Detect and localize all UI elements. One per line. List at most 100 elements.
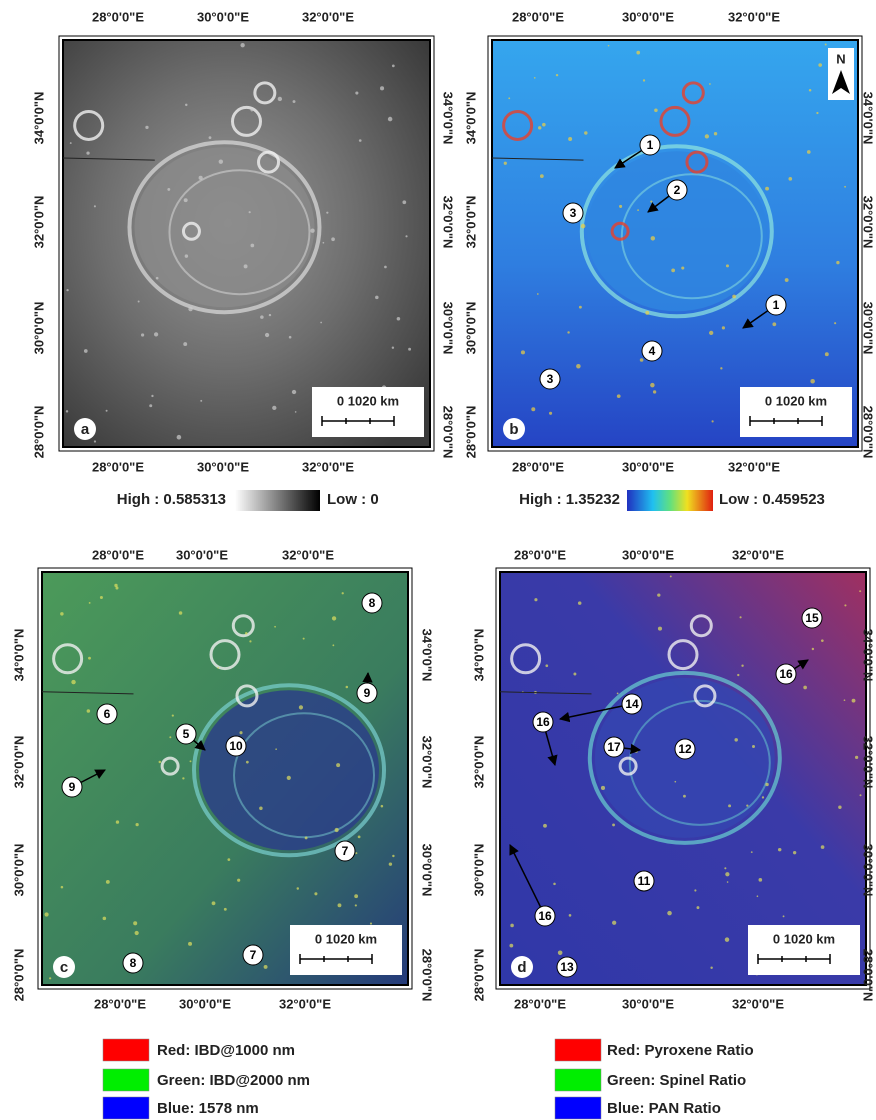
speck: [305, 836, 308, 839]
legend-label: Red: IBD@1000 nm: [157, 1042, 295, 1059]
speck: [71, 680, 75, 684]
panel-letter: b: [509, 421, 518, 438]
marker-label: 15: [805, 611, 819, 625]
speck: [821, 639, 824, 642]
speck: [245, 632, 248, 635]
speck: [219, 159, 223, 163]
bottom-lon-label: 32°0'0"E: [732, 996, 784, 1011]
bottom-lon-label: 30°0'0"E: [622, 459, 674, 474]
speck: [240, 43, 244, 47]
speck: [182, 777, 184, 779]
bottom-lon-label: 32°0'0"E: [279, 996, 331, 1011]
speck: [612, 921, 616, 925]
right-lat-label: 32°0'0"N: [861, 196, 876, 249]
speck: [60, 612, 63, 615]
legend-swatch: [103, 1039, 149, 1061]
speck: [156, 277, 159, 280]
marker-label: 2: [674, 183, 681, 197]
speck: [836, 261, 839, 264]
speck: [89, 602, 91, 604]
marker-label: 6: [104, 707, 111, 721]
left-lat-label: 34°0'0"N: [463, 92, 478, 145]
speck: [88, 657, 91, 660]
north-label: N: [836, 51, 845, 66]
speck: [116, 820, 119, 823]
panel-letter: c: [60, 959, 68, 976]
speck: [803, 686, 807, 690]
left-lat-label: 28°0'0"N: [463, 406, 478, 459]
speck: [732, 295, 736, 299]
bottom-lon-label: 28°0'0"E: [512, 459, 564, 474]
speck: [545, 664, 548, 667]
marker-label: 5: [183, 727, 190, 741]
bottom-lon-label: 30°0'0"E: [179, 996, 231, 1011]
speck: [94, 205, 96, 207]
left-lat-label: 28°0'0"N: [471, 949, 486, 1002]
speck: [670, 575, 672, 577]
speck: [289, 336, 292, 339]
speck: [783, 915, 785, 917]
speck: [860, 794, 862, 796]
marker-label: 14: [625, 697, 639, 711]
speck: [654, 108, 658, 112]
speck: [538, 126, 541, 129]
speck: [838, 806, 841, 809]
speck: [581, 224, 586, 229]
marker-label: 16: [536, 715, 550, 729]
speck: [568, 137, 572, 141]
bottom-lon-label: 32°0'0"E: [728, 459, 780, 474]
top-lon-label: 30°0'0"E: [622, 547, 674, 562]
speck: [185, 254, 188, 257]
speck: [725, 937, 729, 941]
marker-label: 8: [369, 596, 376, 610]
speck: [299, 705, 303, 709]
speck: [224, 908, 227, 911]
speck: [657, 593, 660, 596]
speck: [809, 89, 812, 92]
speck: [636, 51, 640, 55]
speck: [185, 104, 187, 106]
right-lat-label: 32°0'0"N: [861, 736, 876, 789]
bottom-lon-label: 32°0'0"E: [302, 459, 354, 474]
speck: [637, 209, 639, 211]
speck: [807, 150, 811, 154]
speck: [778, 848, 781, 851]
speck: [106, 410, 108, 412]
speck: [244, 264, 248, 268]
legend-label: Green: Spinel Ratio: [607, 1072, 746, 1089]
speck: [852, 699, 856, 703]
speck: [331, 237, 335, 241]
speck: [49, 977, 51, 979]
left-lat-label: 32°0'0"N: [471, 736, 486, 789]
colorbar-low: Low : 0: [327, 491, 379, 508]
right-lat-label: 34°0'0"N: [441, 92, 456, 145]
marker-label: 7: [342, 844, 349, 858]
right-lat-label: 28°0'0"N: [420, 949, 435, 1002]
speck: [608, 45, 610, 47]
speck: [323, 242, 325, 244]
marker-label: 16: [779, 667, 793, 681]
speck: [722, 326, 725, 329]
speck: [725, 872, 729, 876]
right-lat-label: 34°0'0"N: [861, 629, 876, 682]
right-lat-label: 30°0'0"N: [420, 844, 435, 897]
speck: [250, 244, 254, 248]
speck: [145, 126, 148, 129]
speck: [612, 823, 615, 826]
speck: [757, 895, 759, 897]
speck: [133, 921, 137, 925]
speck: [250, 109, 253, 112]
speck: [658, 627, 662, 631]
right-lat-label: 34°0'0"N: [420, 629, 435, 682]
speck: [697, 906, 700, 909]
speck: [578, 601, 582, 605]
speck: [746, 805, 748, 807]
speck: [94, 440, 96, 442]
speck: [293, 100, 296, 103]
top-lon-label: 30°0'0"E: [622, 9, 674, 24]
speck: [149, 404, 152, 407]
speck: [246, 761, 249, 764]
speck: [640, 358, 644, 362]
speck: [726, 264, 729, 267]
speck: [534, 77, 536, 79]
